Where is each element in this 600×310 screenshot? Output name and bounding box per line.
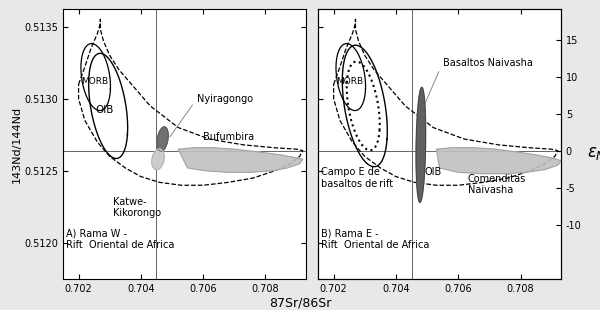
Y-axis label: 143Nd/144Nd: 143Nd/144Nd: [11, 106, 22, 183]
Y-axis label: $\varepsilon_{Nd}$: $\varepsilon_{Nd}$: [587, 144, 600, 162]
Polygon shape: [157, 127, 168, 151]
Text: Nyiragongo: Nyiragongo: [170, 94, 253, 137]
Text: 87Sr/86Sr: 87Sr/86Sr: [269, 297, 331, 310]
Text: Comenditas
Naivasha: Comenditas Naivasha: [467, 174, 526, 195]
Text: MORB: MORB: [337, 77, 364, 86]
Text: Campo E de
basaltos de rift: Campo E de basaltos de rift: [321, 167, 394, 189]
Polygon shape: [152, 149, 164, 170]
Text: MORB: MORB: [82, 77, 109, 86]
Text: OIB: OIB: [425, 166, 442, 176]
Text: Basaltos Naivasha: Basaltos Naivasha: [425, 58, 533, 103]
Text: Bufumbira: Bufumbira: [203, 132, 254, 142]
Polygon shape: [436, 148, 561, 174]
Polygon shape: [416, 87, 425, 202]
Polygon shape: [178, 148, 303, 172]
Text: Katwe-
Kikorongo: Katwe- Kikorongo: [113, 197, 161, 218]
Text: A) Rama W -
Rift  Oriental de Africa: A) Rama W - Rift Oriental de Africa: [66, 228, 175, 250]
Text: OIB: OIB: [95, 105, 113, 115]
Text: B) Rama E -
Rift  Oriental de Africa: B) Rama E - Rift Oriental de Africa: [321, 228, 430, 250]
